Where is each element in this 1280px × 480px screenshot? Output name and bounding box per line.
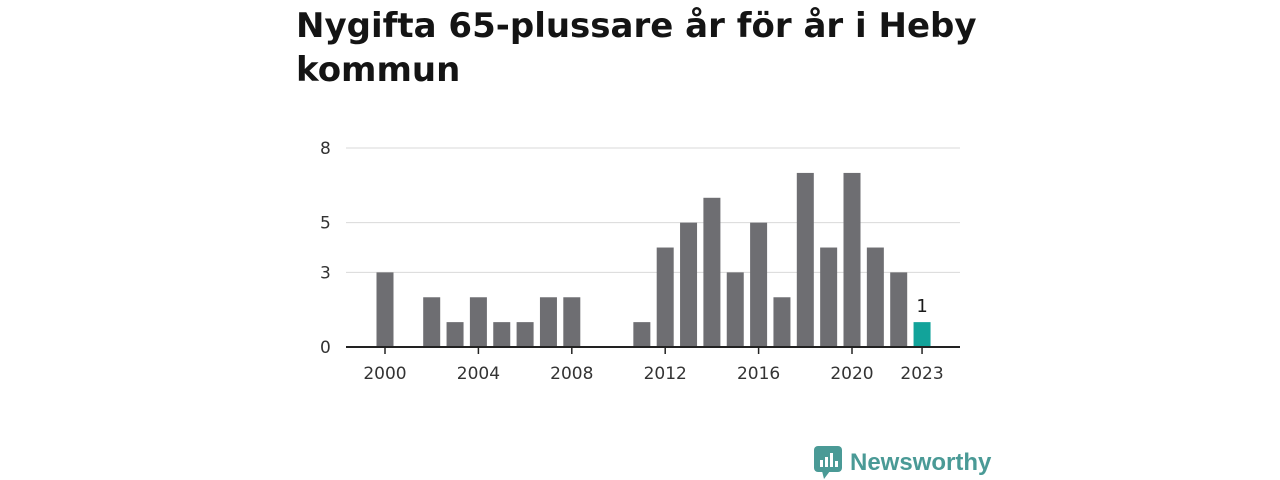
bar-2006 [516, 322, 534, 347]
x-axis [346, 346, 960, 354]
bar-2022 [890, 272, 908, 347]
bar-2020 [843, 172, 861, 347]
x-tick-label: 2004 [457, 364, 500, 384]
y-tick-labels: 0 3 5 8 [320, 139, 331, 358]
bar-2016 [750, 222, 768, 347]
bar-2004 [469, 297, 487, 347]
y-tick-label: 0 [320, 338, 331, 358]
bar-2015 [726, 272, 744, 347]
bar-2013 [680, 222, 698, 347]
bar-2023 [913, 322, 931, 347]
bars [376, 172, 931, 347]
bar-2018 [796, 172, 814, 347]
bar-2008 [563, 297, 581, 347]
x-tick-label: 2016 [737, 364, 780, 384]
chart-title: Nygifta 65-plussare år för år i Heby kom… [296, 6, 977, 90]
newsworthy-logo-icon [814, 446, 842, 479]
bar-2011 [633, 322, 651, 347]
x-tick-label: 2000 [363, 364, 406, 384]
newsworthy-logo: Newsworthy [814, 446, 991, 480]
y-tick-label: 5 [320, 214, 331, 234]
bar-2019 [820, 247, 838, 347]
bar-2017 [773, 297, 791, 347]
data-label-2023: 1 [916, 296, 927, 317]
x-tick-label: 2008 [550, 364, 593, 384]
bar-2021 [866, 247, 884, 347]
bar-2000 [376, 272, 394, 347]
bar-2003 [446, 322, 464, 347]
newsworthy-logo-text: Newsworthy [850, 449, 992, 476]
bar-2012 [656, 247, 674, 347]
x-tick-label: 2020 [830, 364, 873, 384]
x-tick-label: 2012 [644, 364, 687, 384]
bar-2002 [423, 297, 441, 347]
y-tick-label: 8 [320, 139, 331, 159]
y-tick-label: 3 [320, 263, 331, 283]
annotations: 1 [916, 296, 927, 317]
bar-2007 [539, 297, 557, 347]
bar-2014 [703, 197, 721, 347]
x-tick-labels: 2000 2004 2008 2012 2016 2020 2023 [363, 364, 943, 384]
bar-2005 [493, 322, 511, 347]
x-tick-label: 2023 [900, 364, 943, 384]
